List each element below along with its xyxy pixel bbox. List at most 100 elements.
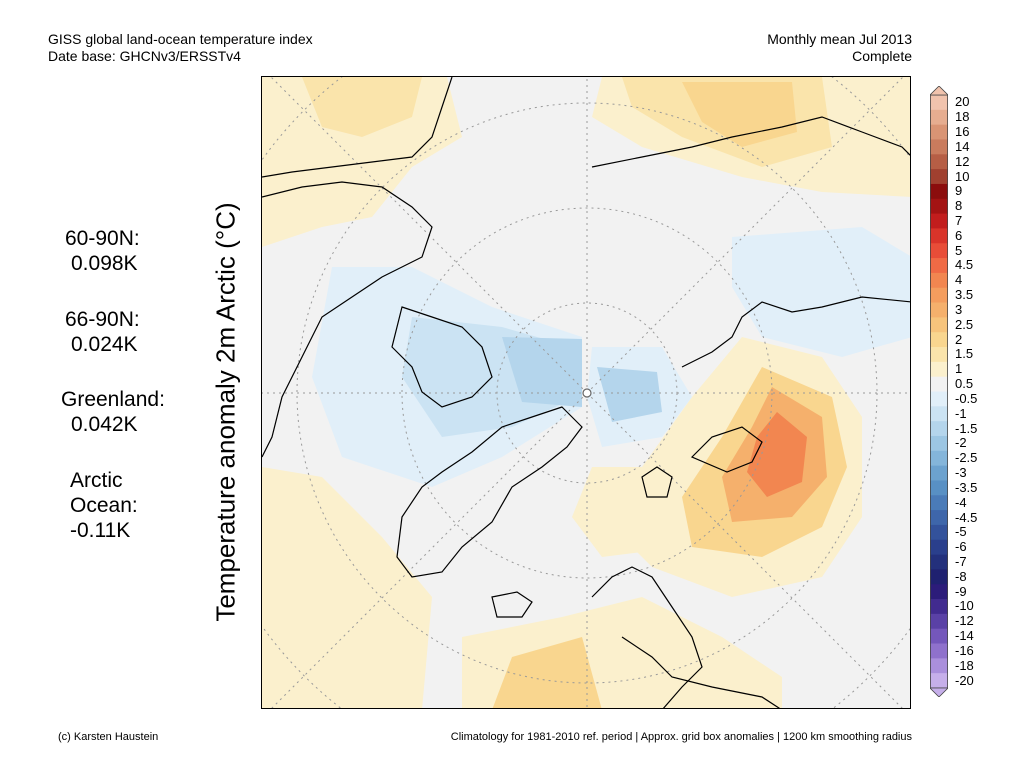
legend-swatch bbox=[930, 95, 948, 111]
legend-swatch bbox=[930, 554, 948, 570]
warm-anomaly-nw bbox=[262, 77, 462, 247]
legend-swatch bbox=[930, 495, 948, 511]
color-legend bbox=[930, 86, 948, 697]
europe-coast bbox=[621, 636, 781, 708]
north-pole-marker bbox=[582, 388, 592, 398]
alaska-coast bbox=[262, 77, 453, 178]
legend-label: -14 bbox=[955, 628, 974, 644]
warm-anomaly-south-inner bbox=[492, 637, 602, 708]
cold-anomaly-eurasia-inner bbox=[597, 367, 662, 422]
legend-label: -1 bbox=[955, 405, 967, 421]
legend-label: -4 bbox=[955, 494, 967, 510]
novaya-zemlya bbox=[690, 426, 763, 473]
legend-label: 4 bbox=[955, 272, 963, 288]
legend-label: -6 bbox=[955, 539, 967, 555]
arctic-map bbox=[261, 76, 911, 709]
legend-label: 0.5 bbox=[955, 376, 974, 392]
legend-swatch bbox=[930, 287, 948, 303]
legend-swatch bbox=[930, 109, 948, 126]
legend-label: 7 bbox=[955, 213, 963, 228]
legend-label: -9 bbox=[955, 583, 967, 599]
warm-anomaly-east-peak bbox=[747, 412, 807, 497]
legend-label: -1.5 bbox=[955, 420, 978, 436]
legend-swatch bbox=[930, 658, 948, 674]
map-title: GISS global land-ocean temperature index bbox=[48, 31, 313, 47]
russia-coast bbox=[591, 116, 910, 168]
legend-label: -2 bbox=[955, 435, 967, 451]
legend-swatch bbox=[930, 406, 948, 422]
legend-label: -2.5 bbox=[955, 450, 978, 466]
legend-label: -12 bbox=[955, 613, 974, 629]
legend-swatch bbox=[930, 569, 948, 585]
stat-greenland: Greenland: 0.042K bbox=[61, 387, 165, 437]
status-label: Complete bbox=[852, 48, 912, 64]
iceland bbox=[491, 591, 533, 618]
warm-anomaly-greenland-east bbox=[572, 467, 682, 557]
footer-note: Climatology for 1981-2010 ref. period | … bbox=[450, 731, 912, 743]
stat-arctic-ocean: Arctic Ocean: -0.11K bbox=[70, 468, 160, 543]
legend-swatch bbox=[930, 599, 948, 615]
legend-label: 10 bbox=[955, 168, 970, 184]
period-label: Monthly mean Jul 2013 bbox=[767, 31, 912, 47]
legend-swatch bbox=[930, 154, 948, 170]
legend-label: 9 bbox=[955, 183, 963, 199]
stat-value: -0.11K bbox=[70, 519, 131, 542]
legend-swatch bbox=[930, 673, 948, 689]
legend-label: 6 bbox=[955, 227, 963, 243]
legend-swatch bbox=[930, 169, 948, 185]
legend-label: -10 bbox=[955, 598, 974, 614]
coastlines bbox=[262, 77, 910, 708]
legend-label: -7 bbox=[955, 553, 967, 569]
axis-label: Temperature anomaly 2m Arctic (°C) bbox=[210, 202, 241, 622]
legend-label: 2 bbox=[955, 331, 963, 347]
legend-swatch bbox=[930, 539, 948, 555]
legend-swatch bbox=[930, 510, 948, 526]
legend-swatch bbox=[930, 243, 948, 259]
legend-label: 8 bbox=[955, 198, 963, 214]
database-label: Date base: GHCNv3/ERSSTv4 bbox=[48, 48, 241, 64]
legend-swatch bbox=[930, 391, 948, 407]
legend-swatch bbox=[930, 643, 948, 659]
warm-anomaly-ne-core bbox=[682, 82, 797, 147]
legend-swatch bbox=[930, 139, 948, 155]
legend-label: 12 bbox=[955, 153, 970, 169]
legend-label: -16 bbox=[955, 642, 974, 658]
stat-value: 0.024K bbox=[71, 333, 138, 356]
legend-swatch bbox=[930, 435, 948, 452]
header-right: Monthly mean Jul 2013 Complete bbox=[767, 31, 912, 65]
stat-60-90n: 60-90N: 0.098K bbox=[65, 226, 140, 276]
legend-label: -18 bbox=[955, 657, 974, 673]
legend-label: -5 bbox=[955, 524, 967, 540]
legend-swatch bbox=[930, 584, 948, 600]
anomaly-field bbox=[262, 77, 910, 708]
legend-label: 14 bbox=[955, 138, 970, 154]
legend-swatch bbox=[930, 332, 948, 348]
legend-swatch bbox=[930, 213, 948, 229]
warm-anomaly-nw-inner bbox=[302, 77, 422, 137]
legend-label: 4.5 bbox=[955, 257, 974, 273]
legend-label: -0.5 bbox=[955, 390, 978, 406]
legend-label: 1 bbox=[955, 361, 963, 377]
stat-region: Arctic Ocean: bbox=[70, 469, 138, 517]
legend-swatch bbox=[930, 347, 948, 363]
legend-swatch bbox=[930, 480, 948, 496]
legend-label: 16 bbox=[955, 124, 970, 140]
legend-bottom-arrow bbox=[930, 687, 948, 697]
legend-swatch bbox=[930, 613, 948, 630]
header-left: GISS global land-ocean temperature index… bbox=[48, 31, 313, 65]
greenland-coast bbox=[396, 406, 583, 578]
legend-label: 1.5 bbox=[955, 346, 974, 362]
legend-swatch bbox=[930, 258, 948, 274]
scandinavia-coast bbox=[591, 566, 703, 708]
legend-label: 5 bbox=[955, 242, 963, 258]
legend-label: -3.5 bbox=[955, 479, 978, 495]
legend-label: 20 bbox=[955, 94, 970, 110]
legend-label: -3 bbox=[955, 465, 967, 481]
legend-swatch bbox=[930, 228, 948, 244]
legend-swatch bbox=[930, 376, 948, 392]
canadian-archipelago bbox=[391, 306, 493, 408]
legend-swatch bbox=[930, 302, 948, 318]
legend-label: -8 bbox=[955, 568, 967, 584]
stat-region: 66-90N: bbox=[65, 308, 140, 331]
legend-label: 18 bbox=[955, 109, 970, 125]
